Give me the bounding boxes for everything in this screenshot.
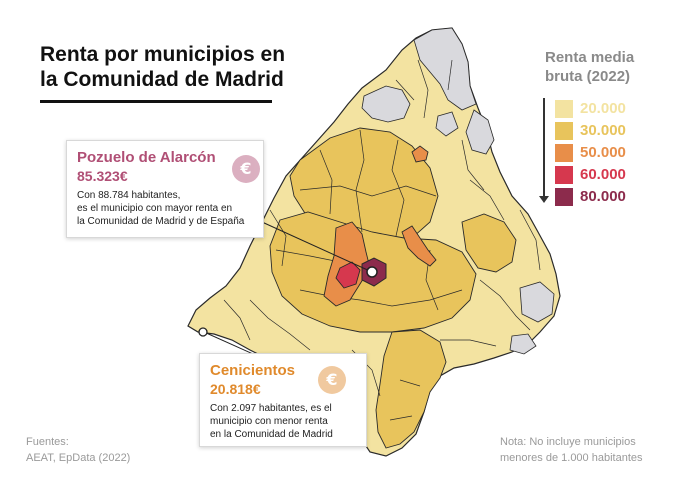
note-line: Nota: No incluye municipios: [500, 436, 636, 448]
legend-arrow-down-icon: [539, 196, 549, 203]
title-underline: [40, 100, 272, 103]
legend-swatch: [555, 166, 573, 184]
callout-municipality-name: Pozuelo de Alarcón: [77, 149, 216, 166]
euro-icon: €: [232, 155, 260, 183]
legend-title: Renta media bruta (2022): [545, 49, 635, 85]
legend-swatch: [555, 122, 573, 140]
pozuelo-callout-card: Pozuelo de Alarcón 85.323€ € Con 88.784 …: [66, 140, 264, 238]
region-30k-south: [375, 329, 447, 449]
callout-description-line: Con 88.784 habitantes,: [77, 190, 181, 201]
callout-income-value: 20.818€: [210, 381, 261, 397]
callout-description-line: Con 2.097 habitantes, es el: [210, 403, 332, 414]
callout-description-line: es el municipio con mayor renta en: [77, 203, 233, 214]
region-30k-east: [461, 213, 517, 273]
callout-description-line: municipio con menor renta: [210, 416, 328, 427]
legend-label: 80.000: [580, 188, 626, 205]
callout-description-line: en la Comunidad de Madrid: [210, 429, 333, 440]
legend-item-50000: 50.000: [555, 144, 645, 164]
legend-swatch: [555, 188, 573, 206]
legend-swatch: [555, 100, 573, 118]
euro-icon: €: [318, 366, 346, 394]
nodata-north: [413, 27, 477, 111]
cenicientos-marker: [198, 327, 208, 337]
map-title: Renta por municipios en la Comunidad de …: [40, 43, 286, 91]
cenicientos-callout-card: Cenicientos 20.818€ € Con 2.097 habitant…: [199, 353, 367, 447]
nodata-east: [519, 281, 555, 323]
legend-item-20000: 20.000: [555, 100, 645, 120]
legend-item-30000: 30.000: [555, 122, 645, 142]
sources-text: AEAT, EpData (2022): [26, 452, 131, 464]
nodata-northcenter: [435, 111, 459, 137]
legend-label: 20.000: [580, 100, 626, 117]
legend-swatch: [555, 144, 573, 162]
sources-label: Fuentes:: [26, 436, 69, 448]
region-50k-north: [411, 145, 429, 163]
callout-income-value: 85.323€: [77, 168, 128, 184]
region-50k-east: [401, 225, 437, 267]
legend-item-60000: 60.000: [555, 166, 645, 186]
nodata-northwest: [361, 85, 411, 123]
region-60k: [335, 261, 361, 289]
pozuelo-leader-line: [261, 221, 373, 273]
legend-label: 30.000: [580, 122, 626, 139]
legend-item-80000: 80.000: [555, 188, 645, 208]
legend-label: 60.000: [580, 166, 626, 183]
note-line: menores de 1.000 habitantes: [500, 452, 643, 464]
nodata-northeast: [465, 109, 495, 155]
legend-label: 50.000: [580, 144, 626, 161]
callout-municipality-name: Cenicientos: [210, 362, 296, 379]
callout-description-line: la Comunidad de Madrid y de España: [77, 216, 245, 227]
nodata-southeast: [509, 333, 537, 355]
legend-arrow: [543, 98, 545, 198]
pozuelo-marker: [366, 266, 378, 278]
